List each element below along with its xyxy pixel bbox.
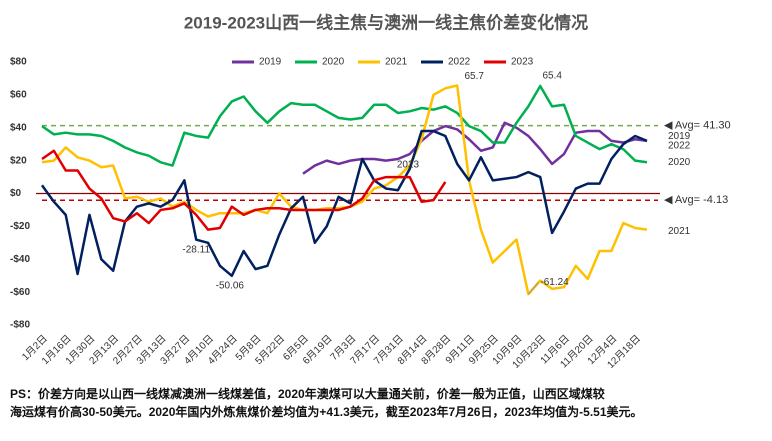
series-end-label: 2022 <box>668 140 691 151</box>
series-line <box>41 84 648 296</box>
y-tick-label: $0 <box>10 188 22 199</box>
series-line <box>41 149 447 231</box>
series-end-label: 2019 <box>668 131 691 142</box>
series-line <box>302 121 648 175</box>
data-label: -61.24 <box>540 277 569 288</box>
y-tick-label: $20 <box>10 155 27 166</box>
series-line <box>40 129 648 278</box>
data-label: 65.7 <box>464 71 484 82</box>
leader <box>527 281 539 295</box>
series-end-label: 2021 <box>668 226 691 237</box>
y-tick-label: -$40 <box>10 254 30 265</box>
note: PS：价差方向是以山西一线煤减澳洲一线煤差值，2020年澳煤可以大量通关前，价差… <box>10 386 605 401</box>
legend-label: 2019 <box>259 57 282 68</box>
data-label: -50.06 <box>216 280 245 291</box>
legend-label: 2022 <box>448 57 471 68</box>
chart-title: 2019-2023山西一线主焦与澳洲一线主焦价差变化情况 <box>184 12 588 32</box>
y-tick-label: -$20 <box>10 221 30 232</box>
series-line <box>41 84 648 167</box>
y-tick-label: -$80 <box>10 320 30 331</box>
avg-label: ◀ Avg= 41.30 <box>664 120 731 132</box>
y-tick-label: $40 <box>10 122 27 133</box>
y-tick-label: $80 <box>10 57 27 68</box>
avg-label: ◀ Avg= -4.13 <box>664 194 728 206</box>
series-label: 2023 <box>397 160 420 171</box>
data-label: 65.4 <box>543 71 563 82</box>
legend-label: 2021 <box>385 57 408 68</box>
y-tick-label: -$60 <box>10 287 30 298</box>
legend-label: 2023 <box>511 57 534 68</box>
data-label: -28.11 <box>182 244 210 255</box>
note: 海运煤有价高30-50美元。2020年国内外炼焦煤价差均值为+41.3美元，截至… <box>10 404 643 419</box>
y-tick-label: $60 <box>10 90 27 101</box>
series-end-label: 2020 <box>668 157 691 168</box>
legend-label: 2020 <box>322 57 345 68</box>
